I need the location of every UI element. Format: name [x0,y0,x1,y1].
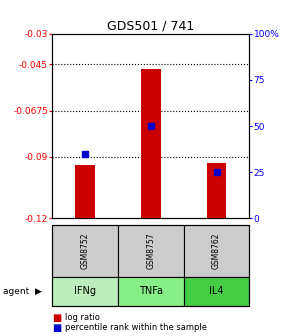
Text: ■: ■ [52,312,61,323]
Bar [207,163,226,218]
Text: agent  ▶: agent ▶ [3,287,42,296]
Bar [141,69,161,218]
Text: TNFa: TNFa [139,287,163,296]
Text: percentile rank within the sample: percentile rank within the sample [65,323,207,332]
Text: GSM8762: GSM8762 [212,233,221,269]
Text: GSM8757: GSM8757 [146,233,155,269]
Text: log ratio: log ratio [65,313,100,322]
Text: ■: ■ [52,323,61,333]
Text: GSM8752: GSM8752 [81,233,90,269]
Title: GDS501 / 741: GDS501 / 741 [107,19,194,33]
Text: IFNg: IFNg [74,287,96,296]
Bar [75,165,95,218]
Text: IL4: IL4 [209,287,224,296]
